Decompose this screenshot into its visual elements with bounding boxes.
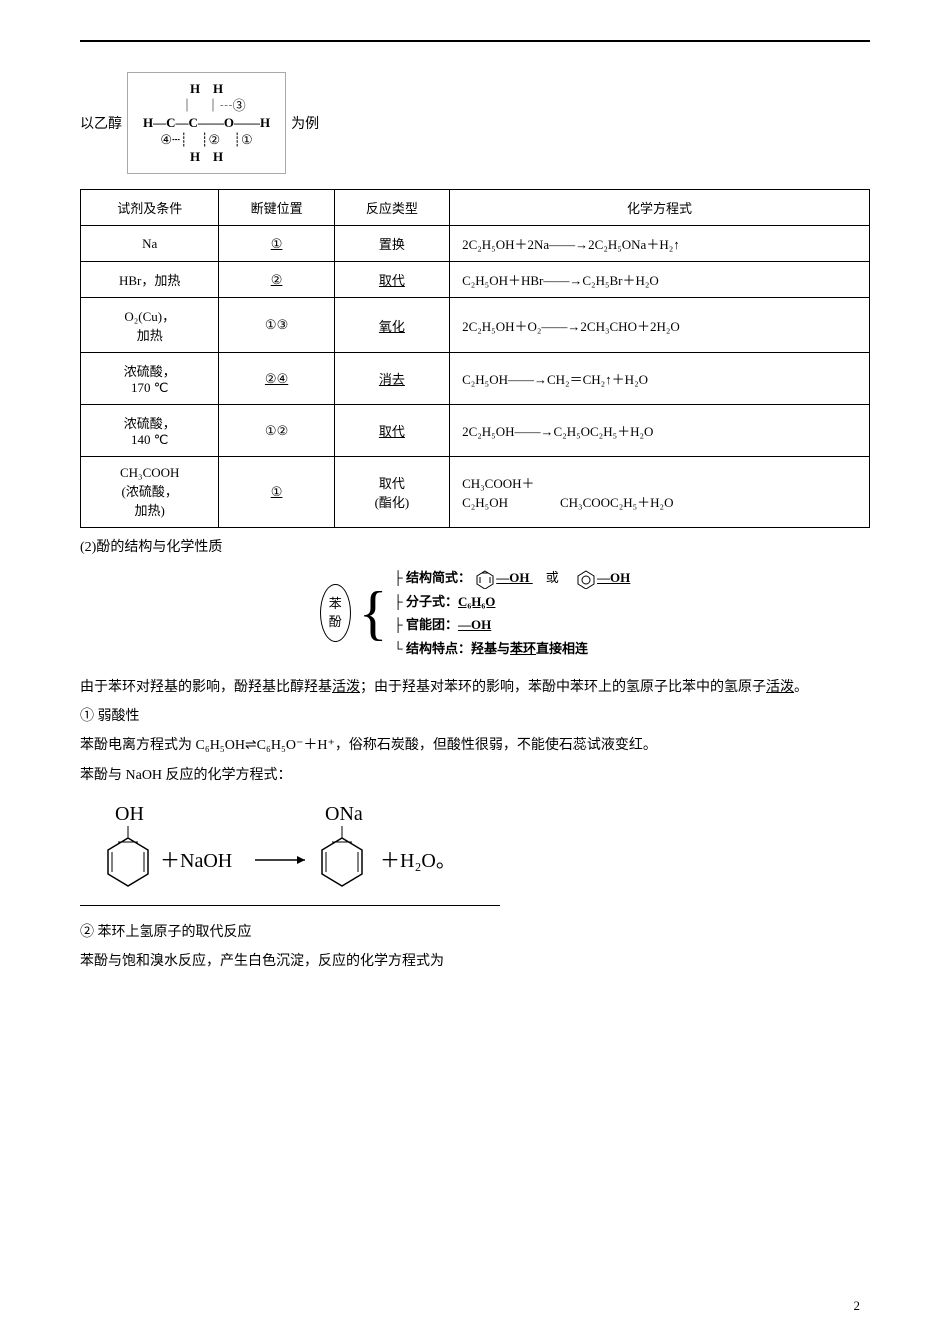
table-row: HBr，加热②取代C₂H₅OH＋HBr――→C₂H₅Br＋H₂O	[81, 262, 870, 298]
cell-type: 置换	[334, 226, 449, 262]
cell-bond: ①③	[219, 298, 334, 353]
intro-prefix: 以乙醇	[80, 113, 122, 133]
cell-equation: CH₃COOH＋C₂H₅OH CH₃COOC₂H₅＋H₂O	[450, 457, 870, 528]
phenol-row1: ├ 结构简式： —OH 或 —OH	[394, 566, 631, 589]
cell-equation: 2C₂H₅OH――→C₂H₅OC₂H₅＋H₂O	[450, 405, 870, 457]
cell-reagent: O₂(Cu)，加热	[81, 298, 219, 353]
cell-reagent: HBr，加热	[81, 262, 219, 298]
line1-or: 或	[546, 570, 559, 585]
paragraph-1: 由于苯环对羟基的影响，酚羟基比醇羟基活泼；由于羟基对苯环的影响，苯酚中苯环上的氢…	[80, 675, 870, 700]
page-number: 2	[854, 1298, 861, 1314]
naoh-reaction: OH ＋NaOH ONa ＋H₂O。	[80, 802, 500, 906]
th-type: 反应类型	[334, 190, 449, 226]
oval-text1: 苯	[329, 596, 342, 611]
table-row: 浓硫酸，170 ℃②④消去C₂H₅OH――→CH₂＝CH₂↑＋H₂O	[81, 353, 870, 405]
cell-type: 取代(酯化)	[334, 457, 449, 528]
p1e: 。	[794, 680, 808, 695]
cell-type: 消去	[334, 353, 449, 405]
phenol-oval: 苯 酚	[320, 584, 351, 642]
p1a: 由于苯环对羟基的影响，酚羟基比醇羟基	[80, 680, 332, 695]
p1b: 活泼	[332, 680, 360, 695]
cell-equation: 2C₂H₅OH＋O₂――→2CH₃CHO＋2H₂O	[450, 298, 870, 353]
phenol-diagram: 苯 酚 { ├ 结构简式： —OH 或 —OH ├ 分子式：C₆H₆O ├ 官能…	[80, 566, 870, 660]
ethanol-structure-diagram: H H ｜ ｜┄③ H—C—C——O——H ④┄┊ ┊② ┊① H H	[127, 72, 286, 174]
cell-type: 取代	[334, 262, 449, 298]
line3-val: —OH	[458, 617, 491, 632]
th-equation: 化学方程式	[450, 190, 870, 226]
th-bond: 断键位置	[219, 190, 334, 226]
cell-bond: ①②	[219, 405, 334, 457]
cell-reagent: 浓硫酸，140 ℃	[81, 405, 219, 457]
cell-bond: ②④	[219, 353, 334, 405]
table-row: CH₃COOH(浓硫酸，加热)①取代(酯化)CH₃COOH＋C₂H₅OH CH₃…	[81, 457, 870, 528]
phenol-row2: ├ 分子式：C₆H₆O	[394, 590, 631, 613]
oh-label: OH	[115, 803, 144, 825]
item-2: ② 苯环上氢原子的取代反应	[80, 920, 870, 945]
cell-equation: C₂H₅OH＋HBr――→C₂H₅Br＋H₂O	[450, 262, 870, 298]
diagram-marks: ④┄┊ ┊② ┊①	[160, 132, 252, 147]
phenol-row4: └ 结构特点：羟基与苯环直接相连	[394, 637, 631, 660]
line1-label: 结构简式：	[406, 570, 471, 585]
page-content: 以乙醇 H H ｜ ｜┄③ H—C—C——O——H ④┄┊ ┊② ┊① H H …	[80, 40, 870, 974]
benzene-hex-icon	[474, 569, 496, 589]
phenol-lines: ├ 结构简式： —OH 或 —OH ├ 分子式：C₆H₆O ├ 官能团：—OH …	[394, 566, 631, 660]
brace-icon: {	[359, 583, 388, 643]
p1c: ；由于羟基对苯环的影响，苯酚中苯环上的氢原子比苯中的氢原子	[360, 680, 766, 695]
diagram-top: H H	[190, 81, 223, 96]
line4-label: 结构特点：羟基与	[406, 641, 510, 656]
cell-reagent: CH₃COOH(浓硫酸，加热)	[81, 457, 219, 528]
p1d: 活泼	[766, 680, 794, 695]
line4-suffix: 直接相连	[536, 641, 588, 656]
item-1: ① 弱酸性	[80, 704, 870, 729]
reaction-table: 试剂及条件 断键位置 反应类型 化学方程式 Na①置换2C₂H₅OH＋2Na――…	[80, 189, 870, 528]
ona-label: ONa	[325, 803, 363, 825]
cell-bond: ①	[219, 226, 334, 262]
reaction-svg: OH ＋NaOH ONa ＋H₂O。	[80, 802, 500, 892]
paragraph-2: 苯酚电离方程式为 C₆H₅OH⇌C₆H₅O⁻＋H⁺，俗称石炭酸，但酸性很弱，不能…	[80, 733, 870, 758]
cell-equation: C₂H₅OH――→CH₂＝CH₂↑＋H₂O	[450, 353, 870, 405]
line4-val: 苯环	[510, 641, 536, 656]
phenol-struct2: —OH	[575, 570, 630, 585]
diagram-mark3: ｜ ｜┄③	[168, 98, 246, 113]
plus-h2o: ＋H₂O。	[380, 850, 456, 872]
intro-suffix: 为例	[291, 113, 319, 133]
paragraph-3: 苯酚与 NaOH 反应的化学方程式：	[80, 763, 870, 788]
cell-bond: ②	[219, 262, 334, 298]
phenol-struct1: —OH	[474, 570, 532, 585]
table-row: Na①置换2C₂H₅OH＋2Na――→2C₂H₅ONa＋H₂↑	[81, 226, 870, 262]
table-body: Na①置换2C₂H₅OH＋2Na――→2C₂H₅ONa＋H₂↑HBr，加热②取代…	[81, 226, 870, 528]
plus-naoh: ＋NaOH	[160, 850, 232, 872]
cell-type: 取代	[334, 405, 449, 457]
line3-label: 官能团：	[406, 617, 458, 632]
table-row: 浓硫酸，140 ℃①②取代2C₂H₅OH――→C₂H₅OC₂H₅＋H₂O	[81, 405, 870, 457]
diagram-bot: H H	[190, 149, 223, 164]
line2-val: C₆H₆O	[458, 594, 495, 609]
cell-equation: 2C₂H₅OH＋2Na――→2C₂H₅ONa＋H₂↑	[450, 226, 870, 262]
th-reagent: 试剂及条件	[81, 190, 219, 226]
cell-type: 氧化	[334, 298, 449, 353]
cell-reagent: 浓硫酸，170 ℃	[81, 353, 219, 405]
line2-label: 分子式：	[406, 594, 458, 609]
paragraph-4: 苯酚与饱和溴水反应，产生白色沉淀，反应的化学方程式为	[80, 949, 870, 974]
section2-title: (2)酚的结构与化学性质	[80, 536, 870, 556]
oval-text2: 酚	[329, 614, 342, 629]
diagram-mid: H—C—C——O——H	[143, 115, 270, 130]
table-header-row: 试剂及条件 断键位置 反应类型 化学方程式	[81, 190, 870, 226]
phenol-row3: ├ 官能团：—OH	[394, 613, 631, 636]
cell-reagent: Na	[81, 226, 219, 262]
intro-line: 以乙醇 H H ｜ ｜┄③ H—C—C——O——H ④┄┊ ┊② ┊① H H …	[80, 72, 870, 174]
cell-bond: ①	[219, 457, 334, 528]
benzene-circle-icon	[575, 569, 597, 589]
table-row: O₂(Cu)，加热①③氧化2C₂H₅OH＋O₂――→2CH₃CHO＋2H₂O	[81, 298, 870, 353]
